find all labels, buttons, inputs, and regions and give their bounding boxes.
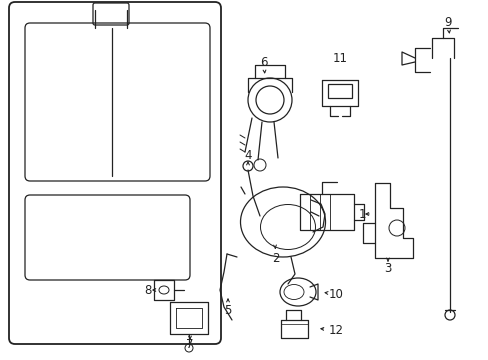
Text: 9: 9 [443,15,451,28]
Text: 2: 2 [272,252,279,265]
Text: 10: 10 [328,288,343,301]
Bar [327,84,351,98]
Text: 4: 4 [244,149,251,162]
Text: 11: 11 [332,51,347,64]
Text: 5: 5 [224,303,231,316]
Text: 6: 6 [260,55,267,68]
Text: 12: 12 [328,324,343,337]
Text: 8: 8 [144,284,151,297]
Text: 7: 7 [186,338,193,351]
Text: 1: 1 [358,207,365,220]
Text: 3: 3 [384,261,391,274]
